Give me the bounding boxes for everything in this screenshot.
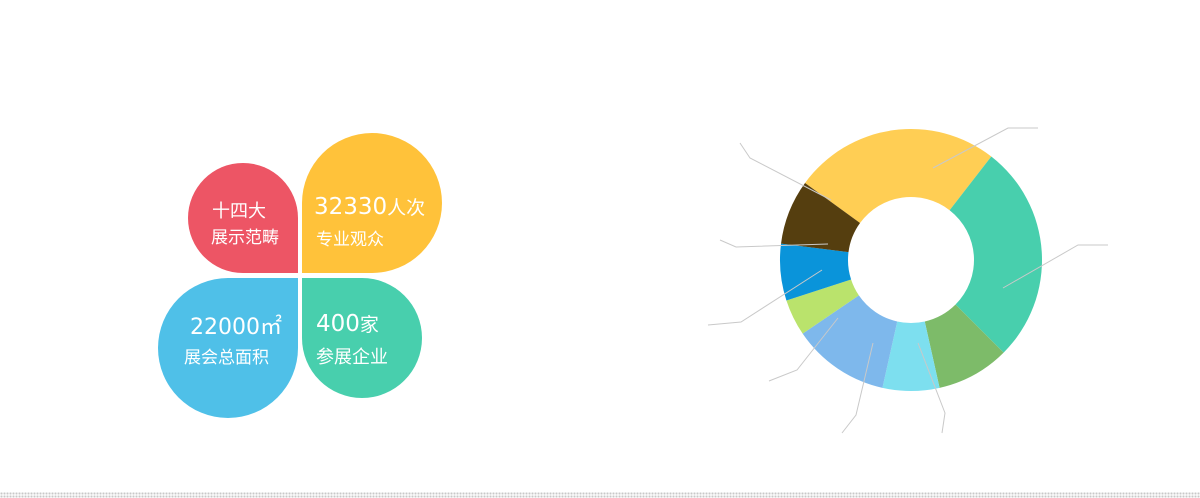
leader-line xyxy=(719,239,829,248)
donut-slice xyxy=(780,243,852,301)
scale-petal xyxy=(188,163,298,273)
leader-line xyxy=(739,142,832,201)
scale-caption: 展示范畴 xyxy=(211,228,279,248)
visitors-count: 32330人次 xyxy=(314,193,425,220)
leader-line xyxy=(932,127,1038,169)
donut-slice xyxy=(882,321,940,391)
visitors-caption: 专业观众 xyxy=(316,230,384,250)
leader-line xyxy=(841,342,874,434)
exhibitors-caption: 参展企业 xyxy=(316,347,388,368)
exhibitors-number: 400 xyxy=(316,311,360,337)
donut-slice xyxy=(805,129,992,223)
exhibitors-count: 400家 xyxy=(316,310,379,337)
leader-line xyxy=(768,317,839,382)
exhibitors-unit: 家 xyxy=(359,314,379,336)
donut-slice xyxy=(924,304,1004,388)
donut-slice xyxy=(781,183,861,253)
area-caption: 展会总面积 xyxy=(184,348,269,368)
visitors-unit: 人次 xyxy=(387,197,426,219)
leader-line xyxy=(1002,244,1108,289)
donut-slice xyxy=(949,156,1042,353)
exhibitors-petal xyxy=(302,278,422,398)
leader-line xyxy=(917,342,946,434)
donut-slice xyxy=(802,295,898,388)
leader-line xyxy=(707,269,823,326)
donut-slice xyxy=(786,279,859,334)
footer-divider xyxy=(0,492,1200,498)
area-number: 22000㎡ xyxy=(190,315,282,340)
area-petal xyxy=(158,278,298,418)
scale-title: 十四大 xyxy=(212,201,266,222)
visitors-number: 32330 xyxy=(314,194,388,220)
visitors-petal xyxy=(302,133,442,273)
